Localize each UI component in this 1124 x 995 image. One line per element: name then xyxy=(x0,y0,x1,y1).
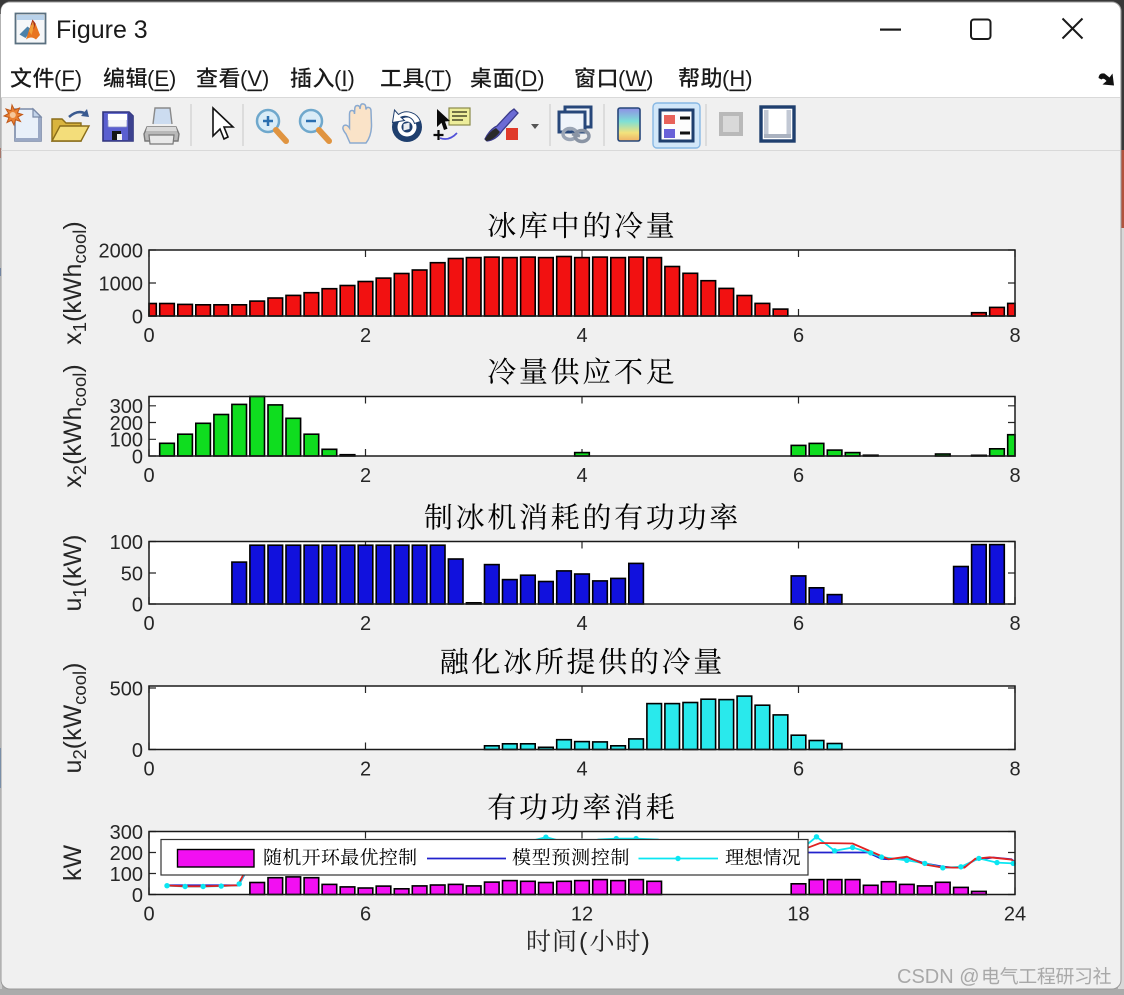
svg-text:4: 4 xyxy=(576,325,587,347)
svg-text:(D): (D) xyxy=(514,66,545,91)
svg-text:4: 4 xyxy=(576,759,587,781)
svg-text:2: 2 xyxy=(360,759,371,781)
svg-text:(T): (T) xyxy=(424,66,452,91)
svg-text:100: 100 xyxy=(110,864,143,886)
svg-text:(V): (V) xyxy=(240,66,269,91)
svg-text:6: 6 xyxy=(793,613,804,635)
svg-text:2: 2 xyxy=(360,325,371,347)
svg-text:(H): (H) xyxy=(722,66,753,91)
svg-text:4: 4 xyxy=(576,613,587,635)
svg-text:200: 200 xyxy=(110,413,143,435)
svg-text:0: 0 xyxy=(143,759,154,781)
svg-text:6: 6 xyxy=(793,325,804,347)
svg-text:0: 0 xyxy=(132,740,143,762)
svg-text:4: 4 xyxy=(576,465,587,487)
svg-text:): ) xyxy=(642,928,650,956)
svg-text:0: 0 xyxy=(132,594,143,616)
svg-text:CSDN @: CSDN @ xyxy=(897,966,980,988)
svg-text:8: 8 xyxy=(1009,465,1020,487)
svg-text:6: 6 xyxy=(793,465,804,487)
svg-text:24: 24 xyxy=(1004,904,1026,926)
svg-text:(I): (I) xyxy=(334,66,355,91)
svg-text:300: 300 xyxy=(110,822,143,844)
svg-text:50: 50 xyxy=(121,563,143,585)
svg-text:kW: kW xyxy=(59,845,87,882)
svg-text:0: 0 xyxy=(132,446,143,468)
svg-text:300: 300 xyxy=(110,396,143,418)
svg-text:2: 2 xyxy=(360,613,371,635)
svg-text:18: 18 xyxy=(787,904,809,926)
svg-text:0: 0 xyxy=(143,613,154,635)
svg-text:0: 0 xyxy=(143,904,154,926)
svg-text:(W): (W) xyxy=(618,66,653,91)
svg-text:1000: 1000 xyxy=(99,273,144,295)
svg-text:100: 100 xyxy=(110,532,143,554)
svg-text:(E): (E) xyxy=(147,66,176,91)
svg-text:(: ( xyxy=(579,928,588,956)
svg-text:(F): (F) xyxy=(54,66,82,91)
svg-text:100: 100 xyxy=(110,430,143,452)
svg-text:6: 6 xyxy=(793,759,804,781)
svg-text:200: 200 xyxy=(110,843,143,865)
svg-text:8: 8 xyxy=(1009,759,1020,781)
svg-text:8: 8 xyxy=(1009,325,1020,347)
svg-text:0: 0 xyxy=(132,306,143,328)
svg-text:8: 8 xyxy=(1009,613,1020,635)
svg-text:2: 2 xyxy=(360,465,371,487)
svg-text:500: 500 xyxy=(110,678,143,700)
svg-text:Figure 3: Figure 3 xyxy=(56,16,148,44)
svg-text:0: 0 xyxy=(143,325,154,347)
svg-text:0: 0 xyxy=(132,885,143,907)
svg-text:0: 0 xyxy=(143,465,154,487)
svg-text:6: 6 xyxy=(360,904,371,926)
svg-text:2000: 2000 xyxy=(99,240,144,262)
svg-text:12: 12 xyxy=(571,904,593,926)
svg-text:u1(kW): u1(kW) xyxy=(59,535,90,612)
